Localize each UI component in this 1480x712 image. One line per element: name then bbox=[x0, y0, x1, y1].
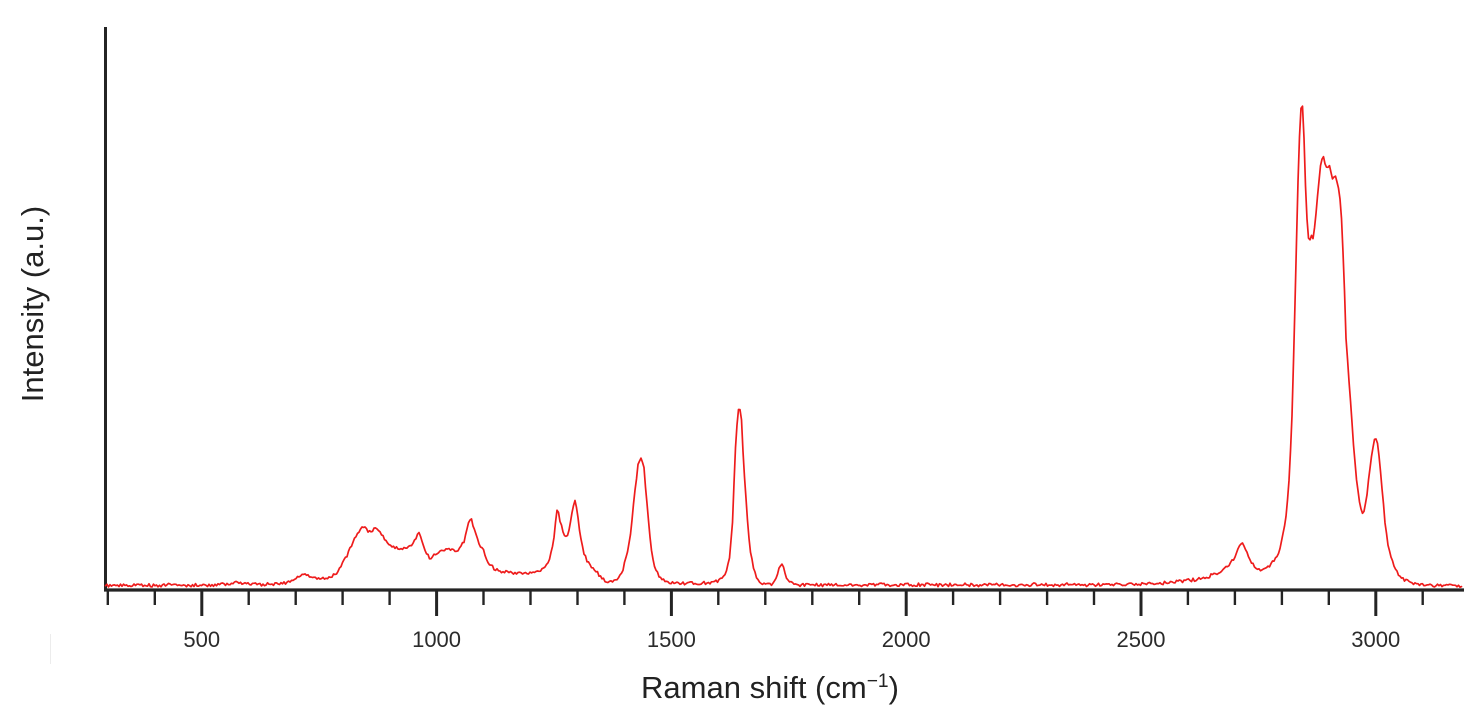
x-tick-label-2000: 2000 bbox=[881, 627, 931, 652]
x-tick-label-1500: 1500 bbox=[646, 627, 696, 652]
faint-artifact-line bbox=[50, 634, 51, 664]
x-axis-label-text: Raman shift (cm bbox=[641, 670, 867, 705]
x-axis-label: Raman shift (cm−1) bbox=[641, 670, 899, 706]
spectrum-trace bbox=[104, 105, 1463, 589]
x-tick-label-3000: 3000 bbox=[1351, 627, 1401, 652]
y-axis-label-text: Intensity (a.u.) bbox=[15, 205, 50, 403]
y-axis-label: Intensity (a.u.) bbox=[15, 206, 51, 402]
x-axis-label-superscript: −1 bbox=[866, 671, 889, 693]
x-axis-ticks bbox=[106, 589, 1424, 616]
x-tick-label-1000: 1000 bbox=[412, 627, 462, 652]
x-tick-label-500: 500 bbox=[183, 627, 221, 652]
x-tick-label-2500: 2500 bbox=[1116, 627, 1166, 652]
x-axis-label-close-paren: ) bbox=[888, 670, 899, 705]
